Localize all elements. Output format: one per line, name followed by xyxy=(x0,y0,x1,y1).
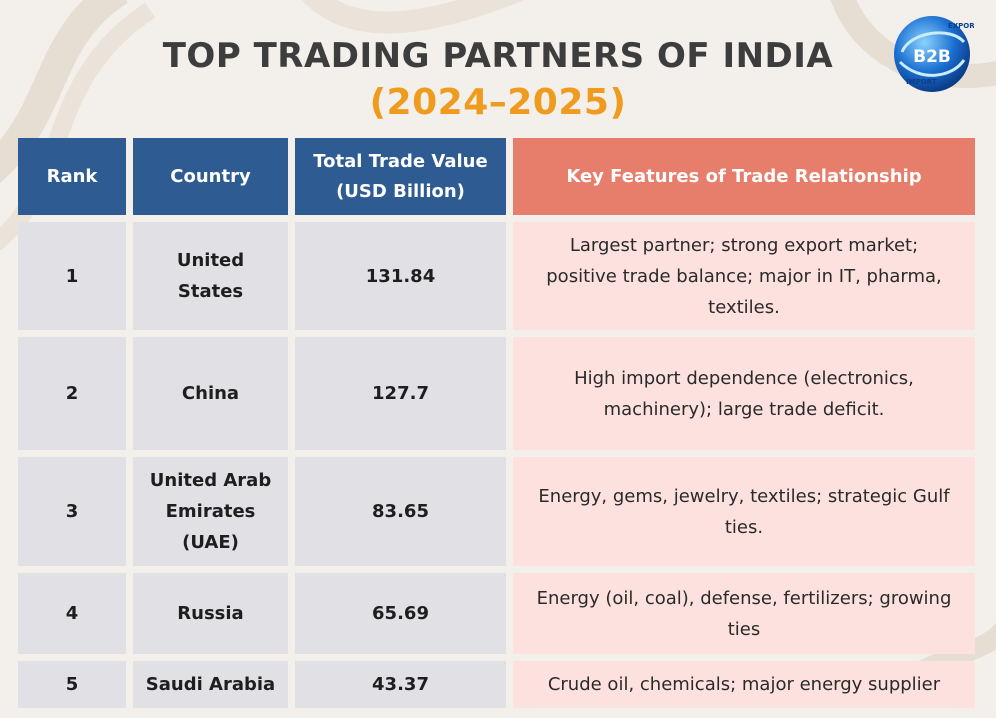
value-text: 83.65 xyxy=(372,501,429,522)
header-country-label: Country xyxy=(170,165,251,187)
row5-country: Saudi Arabia xyxy=(133,661,288,708)
country-line: China xyxy=(181,383,240,404)
country-line: States xyxy=(177,281,244,302)
country-line: Russia xyxy=(177,603,244,624)
row3-features: Energy, gems, jewelry, textiles; strateg… xyxy=(513,457,975,566)
row4-country: Russia xyxy=(133,573,288,654)
logo-b2b-text: B2B xyxy=(913,47,951,67)
country-line: United xyxy=(176,250,245,271)
feature-line: Energy (oil, coal), defense, fertilizers… xyxy=(536,587,952,609)
feature-line: machinery); large trade deficit. xyxy=(603,398,885,420)
row2-features: High import dependence (electronics, mac… xyxy=(513,337,975,450)
header-value-line1: Total Trade Value xyxy=(313,150,488,172)
row1-features: Largest partner; strong export market; p… xyxy=(513,222,975,330)
country-line: (UAE) xyxy=(182,532,239,553)
header-features-label: Key Features of Trade Relationship xyxy=(566,165,922,187)
row1-rank: 1 xyxy=(18,222,126,330)
row3-rank: 3 xyxy=(18,457,126,566)
row2-country: China xyxy=(133,337,288,450)
header-rank-label: Rank xyxy=(46,165,98,187)
rank-text: 2 xyxy=(65,383,79,404)
rank-text: 4 xyxy=(65,603,79,624)
feature-line: Energy, gems, jewelry, textiles; strateg… xyxy=(538,485,950,507)
page-title: TOP TRADING PARTNERS OF INDIA xyxy=(162,36,834,76)
feature-line: Crude oil, chemicals; major energy suppl… xyxy=(547,674,941,695)
value-text: 65.69 xyxy=(372,603,429,624)
logo-import-text: IMPORT xyxy=(906,78,937,86)
page-subtitle: (2024–2025) xyxy=(369,82,627,123)
header-features: Key Features of Trade Relationship xyxy=(513,138,975,215)
feature-line: Largest partner; strong export market; xyxy=(569,234,919,256)
row4-rank: 4 xyxy=(18,573,126,654)
feature-line: positive trade balance; major in IT, pha… xyxy=(546,265,942,287)
value-text: 127.7 xyxy=(372,383,429,404)
row3-country: United Arab Emirates (UAE) xyxy=(133,457,288,566)
row4-features: Energy (oil, coal), defense, fertilizers… xyxy=(513,573,975,654)
row1-country: United States xyxy=(133,222,288,330)
header-trade-value: Total Trade Value (USD Billion) xyxy=(295,138,506,215)
row3-value: 83.65 xyxy=(295,457,506,566)
feature-line: ties xyxy=(727,618,761,640)
row5-features: Crude oil, chemicals; major energy suppl… xyxy=(513,661,975,708)
header-country: Country xyxy=(133,138,288,215)
row1-value: 131.84 xyxy=(295,222,506,330)
value-text: 131.84 xyxy=(365,265,436,287)
value-text: 43.37 xyxy=(372,674,429,695)
row4-value: 65.69 xyxy=(295,573,506,654)
row2-value: 127.7 xyxy=(295,337,506,450)
header-value-line2: (USD Billion) xyxy=(336,180,465,202)
b2b-logo: EXPORT B2B IMPORT xyxy=(894,16,974,92)
feature-line: High import dependence (electronics, xyxy=(574,367,914,389)
rank-text: 3 xyxy=(65,501,79,522)
feature-line: textiles. xyxy=(708,296,780,318)
country-line: Saudi Arabia xyxy=(145,674,276,695)
country-line: United Arab xyxy=(149,470,272,491)
header-rank: Rank xyxy=(18,138,126,215)
country-line: Emirates xyxy=(165,501,256,522)
row5-rank: 5 xyxy=(18,661,126,708)
row2-rank: 2 xyxy=(18,337,126,450)
rank-text: 5 xyxy=(65,674,79,695)
logo-export-text: EXPORT xyxy=(948,22,974,30)
feature-line: ties. xyxy=(724,516,764,538)
rank-text: 1 xyxy=(65,265,79,287)
row5-value: 43.37 xyxy=(295,661,506,708)
